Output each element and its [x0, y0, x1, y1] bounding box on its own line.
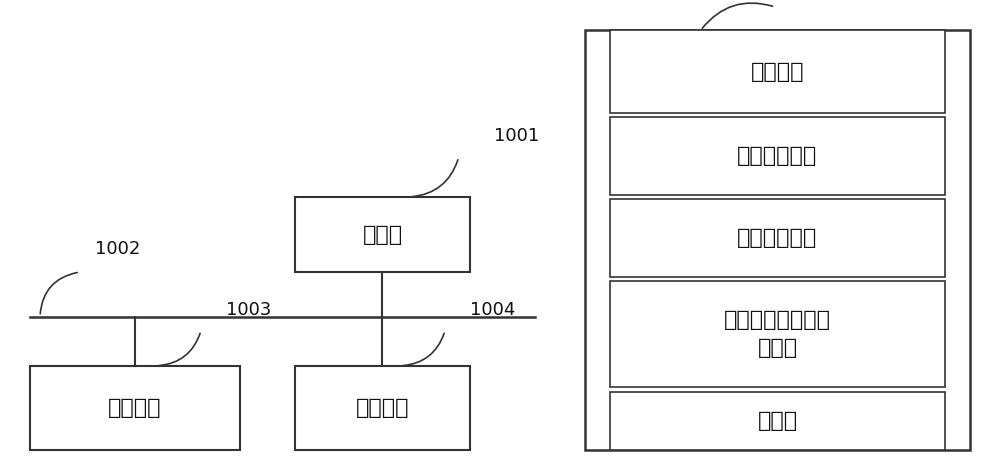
Bar: [610, 30, 945, 113]
Bar: [30, 366, 240, 450]
Bar: [610, 199, 945, 277]
Text: 电缆工艺流程卡生
成程序: 电缆工艺流程卡生 成程序: [724, 310, 831, 358]
Bar: [295, 366, 470, 450]
Text: 1001: 1001: [494, 128, 539, 145]
Text: 1004: 1004: [470, 301, 515, 319]
Bar: [610, 117, 945, 195]
Bar: [585, 30, 970, 450]
Text: 处理器: 处理器: [362, 225, 403, 244]
Bar: [610, 281, 945, 387]
Bar: [295, 197, 470, 272]
Text: 用户接口模块: 用户接口模块: [737, 228, 818, 248]
Text: 网络通信模块: 网络通信模块: [737, 146, 818, 166]
Text: 1002: 1002: [95, 240, 140, 258]
Text: 网络接口: 网络接口: [356, 398, 409, 418]
Bar: [610, 392, 945, 450]
Text: 用户接口: 用户接口: [108, 398, 162, 418]
Text: 存储器: 存储器: [757, 411, 798, 431]
Text: 操作系统: 操作系统: [751, 61, 804, 82]
Text: 1003: 1003: [226, 301, 271, 319]
